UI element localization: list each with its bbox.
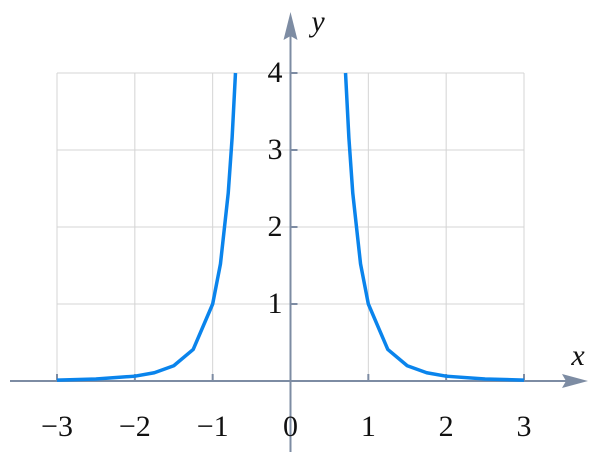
x-axis-label: x: [570, 339, 585, 372]
y-tick-label: 1: [268, 287, 283, 320]
x-tick-label: −1: [197, 410, 229, 443]
x-axis-arrow: [562, 374, 588, 388]
y-tick-label: 3: [268, 133, 283, 166]
x-tick-label: 2: [439, 410, 454, 443]
y-axis-arrow: [283, 12, 298, 40]
y-tick-label: 4: [268, 56, 283, 89]
x-tick-label: 0: [283, 410, 298, 443]
x-tick-label: −2: [119, 410, 151, 443]
line: [56, 72, 525, 382]
y-tick-label: 2: [268, 210, 283, 243]
y-axis-label: y: [308, 5, 325, 38]
x-tick-label: 1: [361, 410, 376, 443]
x-tick-label: −3: [41, 410, 73, 443]
x-tick-label: 3: [517, 410, 532, 443]
